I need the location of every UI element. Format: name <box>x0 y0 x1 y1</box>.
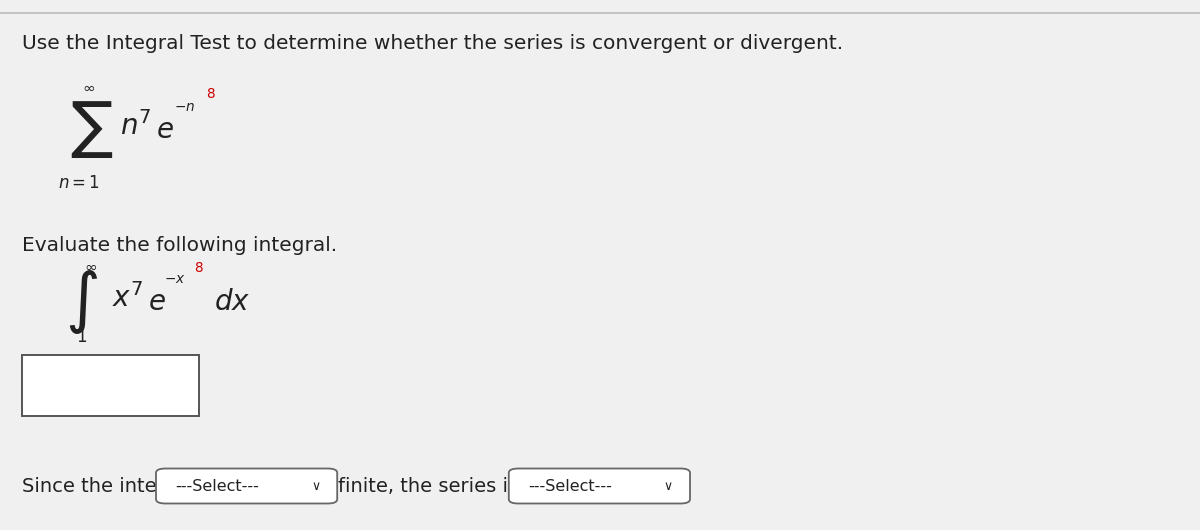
FancyBboxPatch shape <box>509 469 690 503</box>
Text: $^8$: $^8$ <box>206 89 216 108</box>
Text: $x^7$: $x^7$ <box>112 283 143 313</box>
Text: $e$: $e$ <box>156 116 174 144</box>
FancyBboxPatch shape <box>22 355 199 416</box>
Text: ---Select---: ---Select--- <box>528 479 612 493</box>
FancyBboxPatch shape <box>156 469 337 503</box>
Text: ∨: ∨ <box>664 480 673 492</box>
Text: $n = 1$: $n = 1$ <box>58 174 100 192</box>
Text: finite, the series is: finite, the series is <box>338 477 518 496</box>
Text: ---Select---: ---Select--- <box>175 479 259 493</box>
Text: Use the Integral Test to determine whether the series is convergent or divergent: Use the Integral Test to determine wheth… <box>22 34 842 54</box>
Text: .: . <box>680 477 686 496</box>
Text: $1$: $1$ <box>76 328 86 346</box>
Text: $\infty$: $\infty$ <box>82 80 95 95</box>
Text: $\sum$: $\sum$ <box>70 99 113 161</box>
Text: $^{-n}$: $^{-n}$ <box>174 102 196 121</box>
Text: $n^7$: $n^7$ <box>120 111 151 140</box>
Text: $\infty$: $\infty$ <box>84 259 97 273</box>
Text: $^{-x}$: $^{-x}$ <box>164 273 186 293</box>
Text: $\int$: $\int$ <box>65 268 98 336</box>
Text: $dx$: $dx$ <box>214 288 250 316</box>
Text: $^8$: $^8$ <box>194 262 204 281</box>
Text: ∨: ∨ <box>311 480 320 492</box>
Text: $e$: $e$ <box>148 288 166 316</box>
Text: Evaluate the following integral.: Evaluate the following integral. <box>22 236 337 255</box>
Text: Since the integral: Since the integral <box>22 477 194 496</box>
